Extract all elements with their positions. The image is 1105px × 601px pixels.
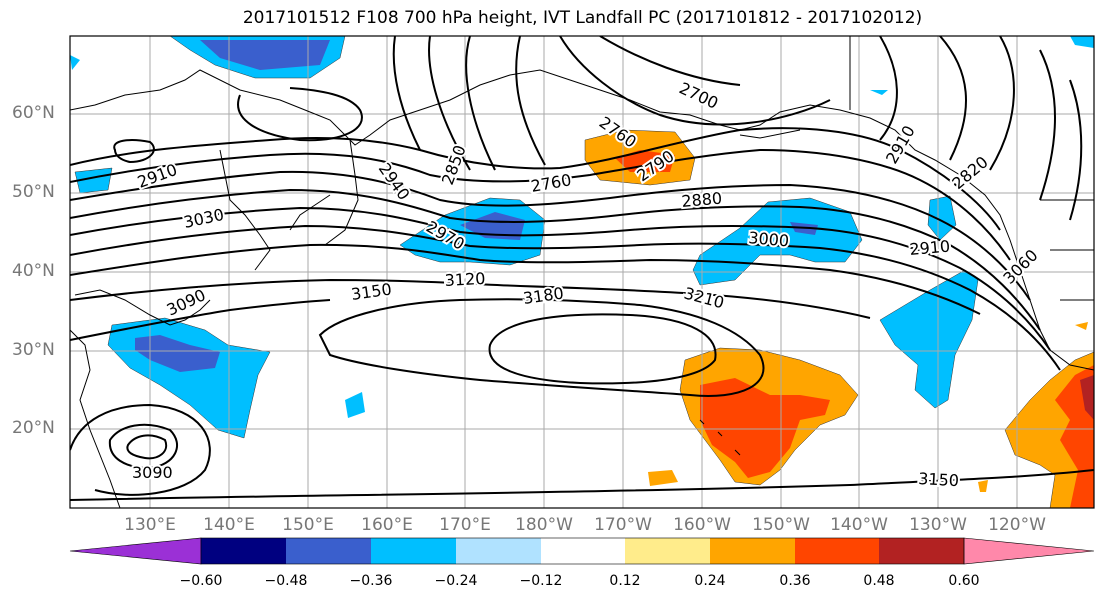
contour-label: 3000 [748,228,790,250]
lat-label: 50°N [12,182,55,202]
figure-title: 2017101512 F108 700 hPa height, IVT Land… [242,8,923,28]
lon-label: 140°E [203,515,255,535]
lon-label: 180°W [515,515,573,535]
colorbar-tick-label: 0.60 [948,573,980,589]
lon-label: 130°W [909,515,967,535]
lat-label: 60°N [12,103,55,123]
contour-label: 2820 [948,152,991,193]
colorbar-swatch [286,538,371,564]
colorbar-swatch [371,538,456,564]
contour-label: 3090 [132,463,173,482]
colorbar-tick-label: −0.48 [264,573,308,589]
lat-label: 40°N [12,261,55,281]
colorbar-swatch [69,537,202,565]
lat-label: 20°N [12,418,55,438]
lon-label: 160°W [673,515,731,535]
lat-label: 30°N [12,340,55,360]
colorbar-tick-label: 0.24 [694,573,726,589]
lon-label: 170°E [439,515,491,535]
colorbar-swatch [456,538,541,564]
map-frame [69,35,1095,509]
colorbar-tick-label: 0.36 [779,573,811,589]
ivt-positive-shading [584,129,1094,508]
lon-label: 150°W [752,515,810,535]
colorbar [69,537,1095,565]
contour-label: 3150 [350,279,393,303]
contour-label: 3210 [682,284,726,313]
contour-label: 2910 [909,237,951,259]
colorbar-swatch [795,538,879,564]
contour-label: 2700 [676,78,721,112]
coastlines [70,36,1094,508]
colorbar-swatch [201,538,286,564]
contour-label: 3030 [182,205,226,232]
colorbar-swatch [710,538,795,564]
colorbar-tick-label: 0.48 [863,573,895,589]
contour-label: 2880 [681,189,723,211]
colorbar-tick-label: −0.24 [434,573,478,589]
contour-label: 3150 [918,469,960,490]
lon-label: 160°E [361,515,413,535]
contour-label: 2760 [529,170,572,196]
colorbar-swatch [879,538,964,564]
colorbar-tick-label: 0.12 [609,573,641,589]
lon-label: 130°E [124,515,176,535]
lon-label: 120°W [988,515,1046,535]
colorbar-swatch [625,538,710,564]
contour-label: 3060 [999,246,1041,288]
contour-label: 3120 [444,269,486,290]
lon-label: 140°W [830,515,888,535]
colorbar-tick-label: −0.12 [519,573,563,589]
height-contours [70,36,1094,501]
colorbar-swatch [963,537,1095,565]
colorbar-swatch [541,538,625,564]
lon-label: 170°W [594,515,652,535]
lon-label: 150°E [282,515,334,535]
colorbar-tick-label: −0.60 [179,573,223,589]
colorbar-tick-label: −0.36 [349,573,393,589]
graticule [70,36,1094,508]
